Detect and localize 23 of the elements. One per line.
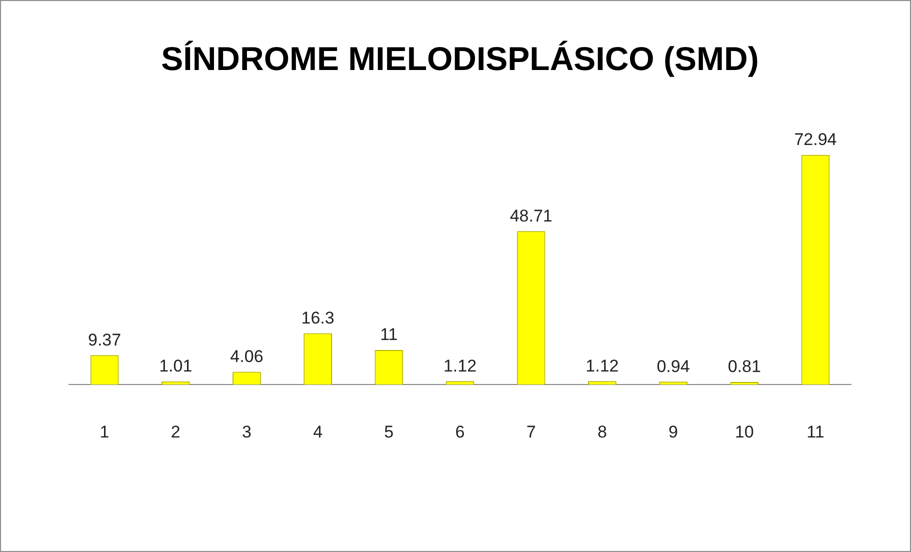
data-label: 72.94 — [794, 130, 837, 150]
x-tick-label: 5 — [384, 422, 394, 442]
data-label: 1.12 — [443, 356, 477, 376]
x-tick-label: 4 — [313, 422, 323, 442]
data-label: 4.06 — [230, 347, 264, 366]
data-label: 1.01 — [159, 356, 192, 376]
x-tick-label: 7 — [526, 422, 536, 442]
data-label: 11 — [380, 325, 398, 344]
x-tick-label: 2 — [170, 422, 180, 442]
x-tick-label: 8 — [597, 422, 607, 442]
x-tick-label: 3 — [242, 422, 252, 442]
data-label: 48.71 — [510, 206, 552, 226]
x-tick-label: 6 — [455, 422, 465, 442]
data-label: 9.37 — [88, 330, 122, 350]
data-label: 0.94 — [656, 356, 690, 376]
x-tick-label: 10 — [734, 422, 754, 442]
x-tick-label: 9 — [668, 422, 678, 442]
chart-title: SÍNDROME MIELODISPLÁSICO (SMD) — [161, 40, 759, 77]
data-label: 0.81 — [728, 357, 761, 376]
x-tick-label: 11 — [806, 422, 824, 442]
x-tick-label: 1 — [100, 422, 110, 442]
data-label: 1.12 — [586, 356, 619, 376]
data-label: 16.3 — [301, 308, 334, 328]
